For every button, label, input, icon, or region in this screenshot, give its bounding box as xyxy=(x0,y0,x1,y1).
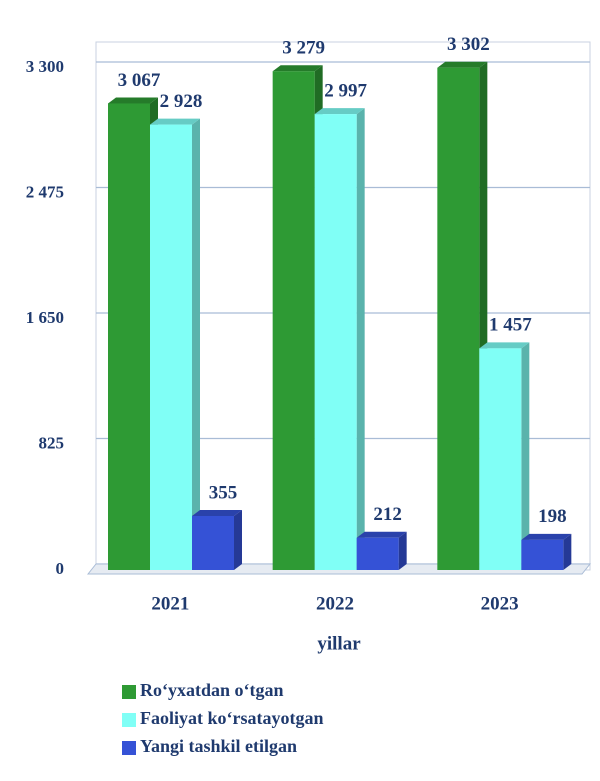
y-tick-label: 1 650 xyxy=(26,308,64,327)
bar-side xyxy=(398,531,407,570)
x-tick-label: 2021 xyxy=(151,593,189,614)
y-tick-label: 825 xyxy=(39,433,65,452)
bar-front xyxy=(108,103,150,570)
x-tick-label: 2022 xyxy=(316,593,354,614)
bar-side xyxy=(356,108,365,571)
x-tick-label: 2023 xyxy=(481,593,519,614)
value-label: 3 067 xyxy=(118,70,161,91)
bar-top xyxy=(521,533,572,540)
bar-front xyxy=(479,348,522,570)
value-label: 2 928 xyxy=(160,91,203,112)
bar-front xyxy=(521,539,564,570)
bar-front xyxy=(356,537,399,570)
bar-front xyxy=(192,515,234,570)
value-label: 355 xyxy=(209,482,238,503)
bar-top xyxy=(479,342,530,349)
value-label: 3 302 xyxy=(447,34,490,55)
bar-front xyxy=(272,71,315,570)
value-label: 3 279 xyxy=(282,38,325,59)
y-tick-label: 3 300 xyxy=(26,57,64,76)
bar xyxy=(521,533,572,570)
legend-label: Ro‘yxatdan o‘tgan xyxy=(140,680,284,700)
legend-swatch xyxy=(122,713,136,727)
bar-side xyxy=(234,509,242,570)
bar-top xyxy=(437,61,488,68)
bar-side xyxy=(521,342,530,570)
value-label: 198 xyxy=(538,506,567,527)
value-label: 212 xyxy=(373,504,402,525)
x-axis-label: yillar xyxy=(317,633,361,654)
bar-top xyxy=(314,108,365,115)
legend-swatch xyxy=(122,741,136,755)
bar-top xyxy=(272,65,323,72)
bar-top xyxy=(150,118,200,125)
bar xyxy=(356,531,407,570)
bar-front xyxy=(314,114,357,571)
bar-top xyxy=(192,509,242,516)
bar-top xyxy=(108,97,158,104)
bar-side xyxy=(563,533,572,570)
value-label: 2 997 xyxy=(324,80,367,101)
legend-label: Yangi tashkil etilgan xyxy=(140,736,297,756)
legend-swatch xyxy=(122,685,136,699)
bar-side xyxy=(192,118,200,571)
bar-front xyxy=(437,67,480,571)
bar xyxy=(192,509,242,570)
y-tick-label: 0 xyxy=(56,559,65,578)
bar-front xyxy=(150,124,192,571)
bar-top xyxy=(356,531,407,538)
bar xyxy=(314,108,365,571)
bar xyxy=(150,118,200,571)
bar xyxy=(479,342,530,570)
y-tick-label: 2 475 xyxy=(26,182,64,201)
legend-label: Faoliyat ko‘rsatayotgan xyxy=(140,708,324,728)
value-label: 1 457 xyxy=(489,315,532,336)
